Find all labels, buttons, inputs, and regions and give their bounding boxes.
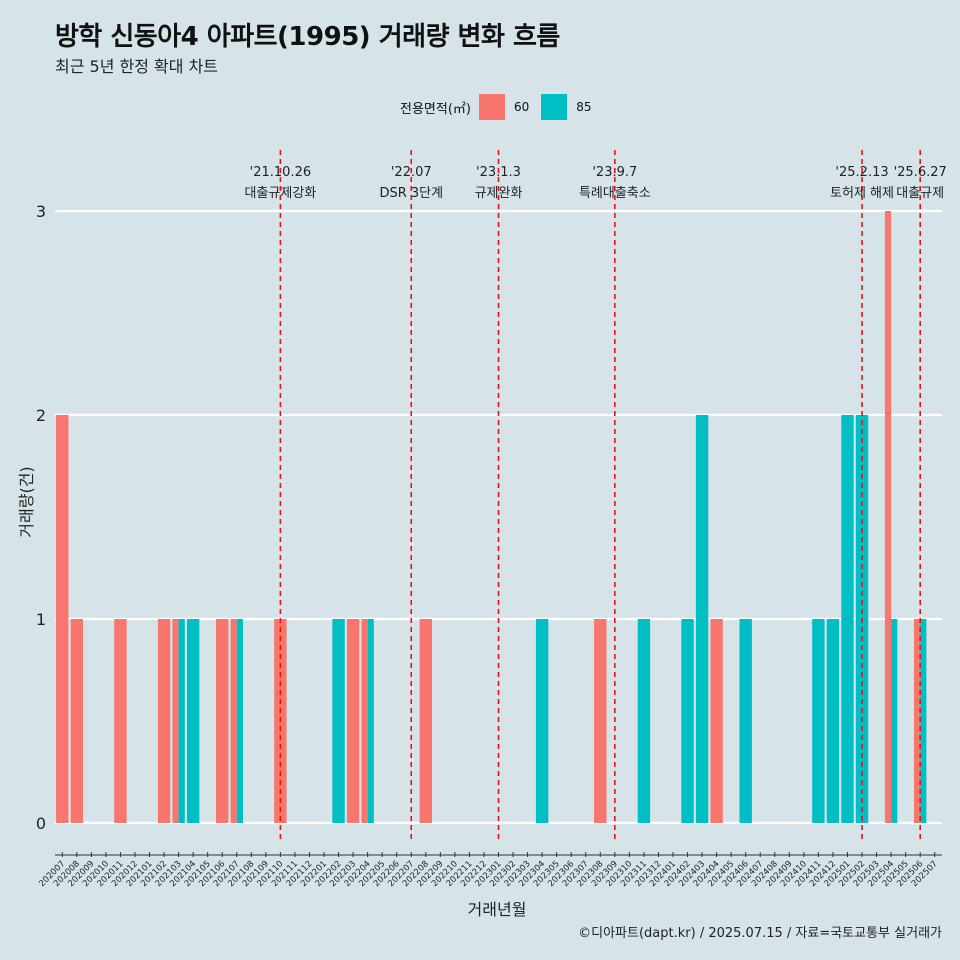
legend-swatch-85: [541, 94, 568, 120]
legend: 전용면적(㎡) 60 85: [400, 93, 604, 121]
bar-85-202411: [812, 619, 825, 823]
bar-85-202104: [186, 619, 200, 823]
bar-85-202107: [236, 619, 243, 823]
legend-item-60: 60: [478, 94, 535, 120]
event-text-label: 특례대출축소: [579, 186, 651, 201]
bar-85-202504: [891, 619, 898, 823]
bar-60-202504: [884, 211, 892, 823]
legend-title: 전용면적(㎡): [400, 101, 471, 117]
bar-60-202308: [594, 619, 607, 823]
bars: [56, 211, 927, 823]
bar-85-202506: [920, 619, 927, 823]
bar-85-202204: [367, 619, 374, 823]
y-tick-label: 2: [36, 406, 46, 425]
legend-label-85: 85: [576, 100, 592, 114]
bar-60-202404: [710, 619, 723, 823]
legend-label-60: 60: [513, 100, 530, 114]
event-text-label: DSR 3단계: [379, 186, 443, 201]
bar-85-202103: [178, 619, 185, 823]
bar-85-202501: [841, 415, 854, 823]
event-lines: [279, 150, 921, 843]
event-text-label: 대출규제: [896, 186, 944, 201]
event-annotations: '21.10.26 대출규제강화 '22.07 DSR 3단계 '23.1.3 규제완화 '…: [245, 165, 947, 201]
bar-85-202304: [535, 619, 549, 823]
event-date-label: '25.6.27: [894, 165, 947, 180]
bar-85-202412: [826, 619, 840, 823]
event-date-label: '23.1.3: [476, 165, 521, 180]
bar-60-202106: [216, 619, 229, 823]
x-axis: 2020072020082020092020102020112020122021…: [37, 852, 942, 889]
bar-60-202011: [114, 619, 127, 823]
bar-60-202506: [913, 619, 921, 823]
event-date-label: '23.9.7: [592, 165, 637, 180]
legend-item-85: 85: [541, 94, 597, 120]
bar-85-202311: [637, 619, 651, 823]
event-date-label: '25.2.13: [835, 165, 888, 180]
bar-85-202402: [681, 619, 694, 823]
bar-60-202102: [157, 619, 171, 823]
chart-title: 방학 신동아4 아파트(1995) 거래량 변화 흐름: [55, 22, 560, 52]
bar-85-202403: [695, 415, 709, 823]
source-caption: ©디아파트(dapt.kr) / 2025.07.15 / 자료=국토교통부 실…: [578, 926, 942, 941]
bar-85-202202: [332, 619, 345, 823]
y-axis-label: 거래량(건): [17, 466, 36, 537]
y-tick-label: 0: [36, 814, 46, 833]
bar-60-202007: [56, 415, 69, 823]
bar-60-202203: [346, 619, 360, 823]
event-text-label: 토허제 해제: [830, 186, 894, 201]
bar-60-202204: [361, 619, 368, 823]
bar-85-202406: [739, 619, 752, 823]
y-tick-label: 3: [36, 202, 46, 221]
event-date-label: '22.07: [391, 165, 432, 180]
bar-60-202107: [230, 619, 237, 823]
event-text-label: 대출규제강화: [245, 186, 317, 201]
y-axis: 0 1 2 3: [36, 202, 46, 833]
event-date-label: '21.10.26: [250, 165, 311, 180]
bar-60-202103: [172, 619, 179, 823]
bar-60-202008: [70, 619, 84, 823]
x-axis-label: 거래년월: [468, 900, 527, 919]
y-tick-label: 1: [36, 610, 46, 629]
chart-subtitle: 최근 5년 한정 확대 차트: [55, 57, 219, 76]
event-text-label: 규제완화: [475, 186, 523, 201]
bar-60-202208: [419, 619, 432, 823]
legend-swatch-60: [478, 94, 505, 120]
